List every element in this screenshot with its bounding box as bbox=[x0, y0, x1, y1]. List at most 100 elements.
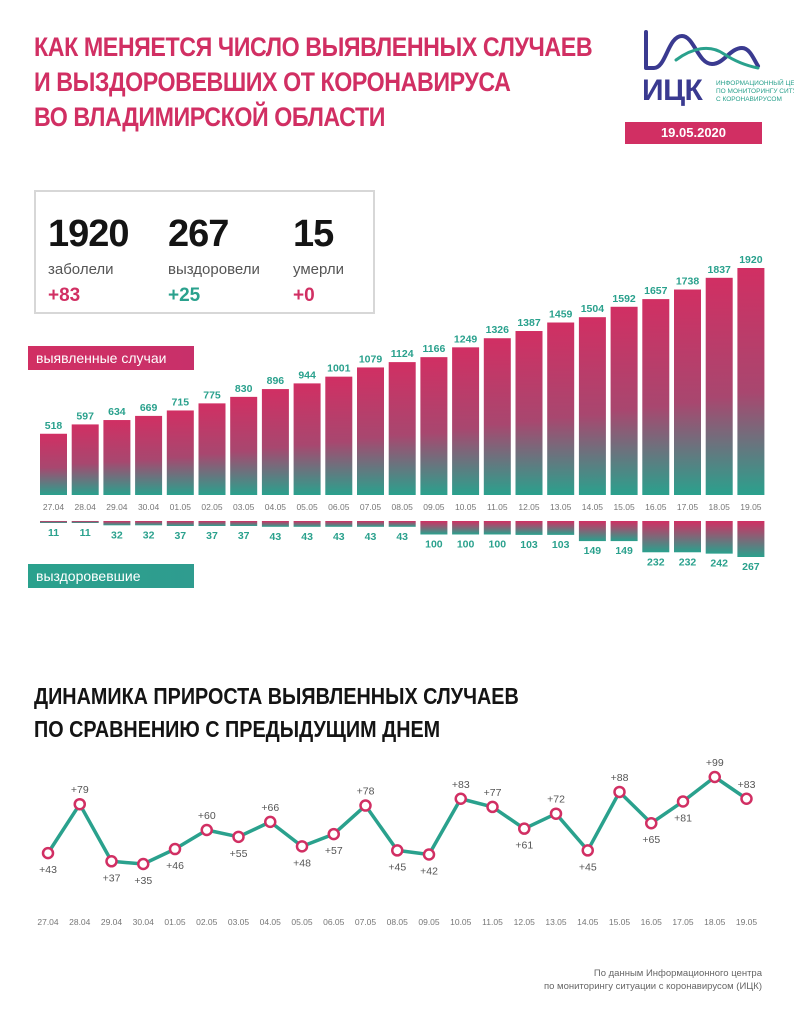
recovered-bar bbox=[578, 521, 606, 542]
recovered-bar bbox=[420, 521, 448, 535]
stat-label: заболели bbox=[48, 261, 114, 278]
growth-date-tick-label: 18.05 bbox=[704, 917, 726, 927]
case-bar bbox=[483, 338, 511, 495]
recovered-value-label: 100 bbox=[489, 538, 507, 550]
stat-recovered: 267 выздоровели +25 bbox=[168, 214, 260, 307]
recovered-bar bbox=[293, 521, 321, 527]
case-value-label: 1592 bbox=[612, 293, 636, 305]
case-bar bbox=[420, 357, 448, 495]
date-tick-label: 10.05 bbox=[455, 502, 477, 512]
growth-date-tick-label: 05.05 bbox=[291, 917, 313, 927]
recovered-bar bbox=[674, 521, 701, 553]
recovered-value-label: 149 bbox=[584, 545, 602, 557]
growth-chart-title-line: ПО СРАВНЕНИЮ С ПРЕДЫДУЩИМ ДНЕМ bbox=[34, 716, 441, 742]
recovered-bar bbox=[166, 521, 194, 526]
growth-value-label: +77 bbox=[484, 787, 502, 799]
recovered-bar bbox=[71, 521, 99, 523]
growth-value-label: +72 bbox=[547, 794, 565, 806]
growth-point bbox=[518, 822, 531, 835]
growth-date-tick-label: 02.05 bbox=[196, 917, 218, 927]
stat-label: умерли bbox=[293, 261, 344, 278]
main-title-line: ВО ВЛАДИМИРСКОЙ ОБЛАСТИ bbox=[34, 102, 385, 132]
date-tick-label: 29.04 bbox=[106, 502, 128, 512]
growth-value-label: +66 bbox=[261, 802, 279, 814]
growth-value-label: +35 bbox=[134, 875, 152, 887]
date-tick-label: 27.04 bbox=[43, 502, 65, 512]
stat-value: 1920 bbox=[48, 213, 130, 255]
case-bar bbox=[40, 433, 67, 495]
stat-delta: +83 bbox=[48, 285, 81, 306]
case-bar bbox=[261, 389, 289, 495]
growth-point bbox=[232, 830, 245, 844]
recovered-bar bbox=[357, 521, 384, 527]
case-bar bbox=[71, 424, 99, 495]
growth-value-label: +45 bbox=[388, 861, 406, 873]
growth-value-label: +79 bbox=[71, 784, 89, 796]
recovered-value-label: 11 bbox=[80, 527, 91, 539]
case-value-label: 896 bbox=[267, 375, 285, 387]
growth-date-tick-label: 12.05 bbox=[514, 917, 536, 927]
growth-point bbox=[391, 844, 404, 857]
growth-point bbox=[200, 823, 213, 837]
growth-value-label: +57 bbox=[325, 845, 343, 857]
source-line: По данным Информационного центра bbox=[593, 968, 762, 979]
growth-date-tick-label: 30.04 bbox=[133, 917, 155, 927]
growth-date-tick-label: 04.05 bbox=[260, 917, 282, 927]
growth-point bbox=[581, 844, 594, 857]
growth-value-label: +37 bbox=[103, 872, 121, 884]
recovered-bar bbox=[483, 521, 511, 535]
growth-date-tick-label: 07.05 bbox=[355, 917, 377, 927]
case-value-label: 944 bbox=[298, 369, 316, 381]
growth-point bbox=[295, 840, 309, 853]
growth-value-label: +65 bbox=[642, 834, 660, 846]
case-bar bbox=[293, 383, 321, 495]
recovered-value-label: 242 bbox=[710, 558, 728, 570]
growth-date-tick-label: 17.05 bbox=[672, 917, 694, 927]
case-bar bbox=[166, 410, 194, 495]
growth-value-label: +61 bbox=[515, 840, 533, 852]
recovered-value-label: 11 bbox=[48, 527, 59, 539]
growth-date-tick-label: 10.05 bbox=[450, 917, 472, 927]
growth-point bbox=[486, 800, 499, 814]
case-bar bbox=[388, 362, 416, 495]
growth-value-label: +99 bbox=[706, 757, 724, 769]
recovered-value-label: 43 bbox=[365, 531, 377, 543]
recovered-value-label: 37 bbox=[206, 530, 218, 542]
growth-date-tick-label: 01.05 bbox=[164, 917, 186, 927]
case-bar bbox=[357, 367, 384, 495]
case-bar bbox=[737, 268, 765, 495]
date-tick-label: 28.04 bbox=[75, 502, 97, 512]
growth-value-label: +48 bbox=[293, 857, 311, 869]
growth-point bbox=[740, 792, 753, 805]
legend-recovered: выздоровевшие bbox=[28, 564, 194, 588]
recovered-value-label: 32 bbox=[143, 529, 155, 541]
legend-cases: выявленные случаи bbox=[28, 346, 194, 370]
stat-value: 267 bbox=[168, 213, 229, 255]
case-value-label: 1504 bbox=[581, 303, 605, 315]
growth-date-tick-label: 29.04 bbox=[101, 917, 123, 927]
stat-infected: 1920 заболели +83 bbox=[48, 213, 130, 307]
case-value-label: 830 bbox=[235, 383, 253, 395]
growth-value-label: +83 bbox=[738, 779, 756, 791]
growth-point bbox=[708, 770, 721, 784]
recovered-bar bbox=[135, 521, 163, 526]
recovered-bar bbox=[610, 521, 638, 542]
date-tick-label: 09.05 bbox=[423, 502, 445, 512]
case-value-label: 1124 bbox=[391, 348, 414, 360]
growth-date-tick-label: 27.04 bbox=[37, 917, 59, 927]
date-tick-label: 11.05 bbox=[487, 502, 508, 512]
stat-delta: +0 bbox=[293, 285, 315, 306]
case-bar bbox=[198, 403, 226, 495]
growth-date-tick-label: 03.05 bbox=[228, 917, 250, 927]
case-value-label: 1920 bbox=[739, 254, 763, 266]
growth-point bbox=[454, 792, 467, 805]
date-tick-label: 17.05 bbox=[677, 502, 699, 512]
recovered-value-label: 43 bbox=[270, 531, 282, 543]
case-bar bbox=[578, 317, 606, 495]
date-tick-label: 04.05 bbox=[265, 502, 287, 512]
recovered-bar bbox=[230, 521, 258, 526]
case-value-label: 1001 bbox=[327, 363, 351, 375]
growth-point bbox=[645, 816, 658, 830]
case-bar bbox=[135, 415, 163, 495]
logo: ИЦК ИНФОРМАЦИОННЫЙ ЦЕНТР ПО МОНИТОРИНГУ … bbox=[640, 28, 794, 146]
